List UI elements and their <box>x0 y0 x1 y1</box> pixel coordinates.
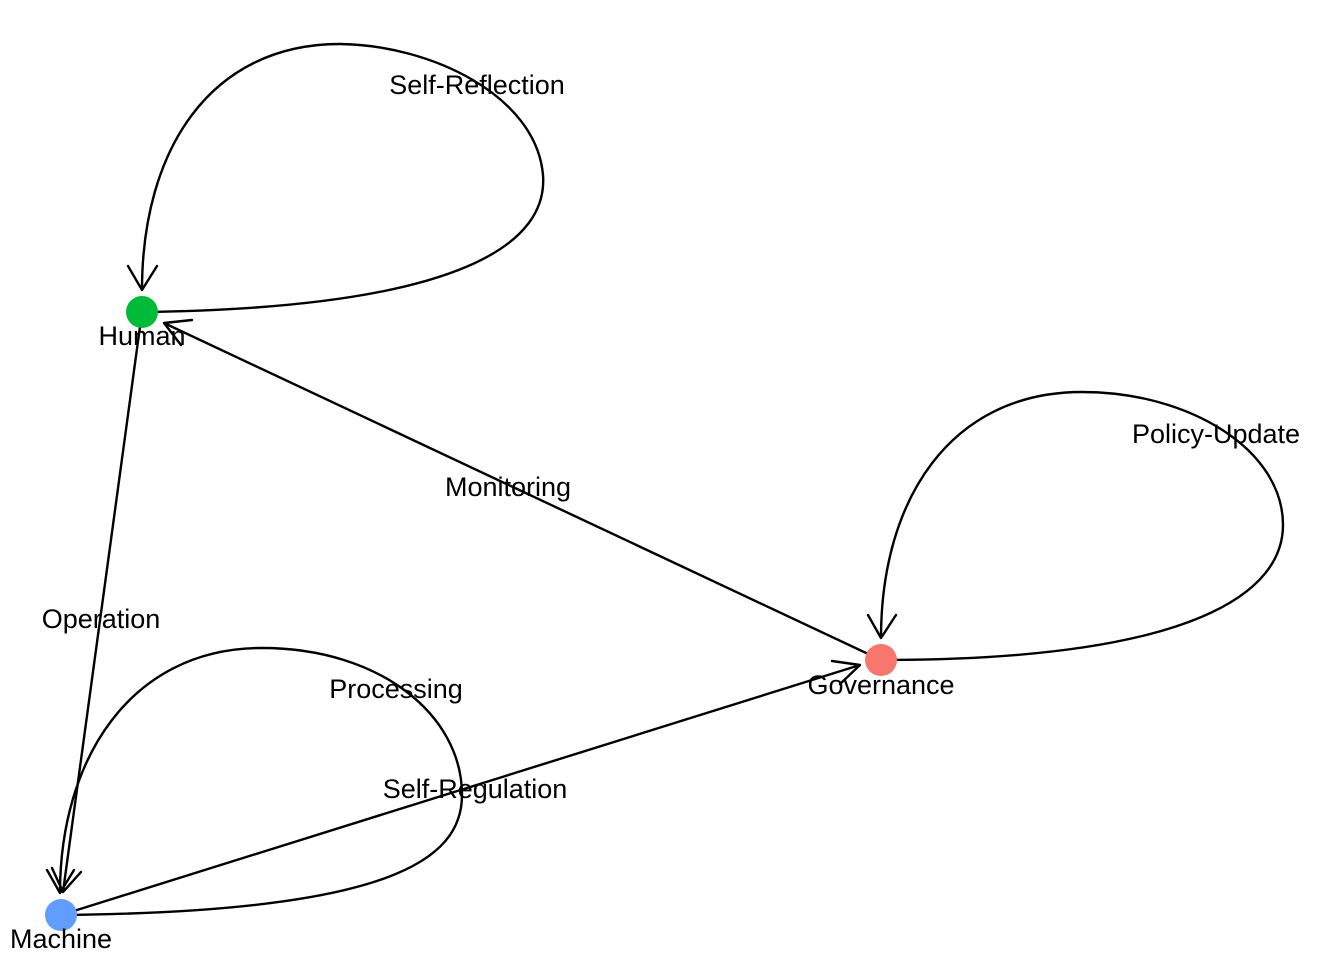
arrowhead-self-regulation <box>830 659 862 686</box>
node-label-governance: Governance <box>807 670 954 700</box>
arrowhead-processing <box>45 868 76 895</box>
edge-monitoring <box>162 318 882 662</box>
edge-processing <box>45 646 464 917</box>
edge-label-operation: Operation <box>42 604 161 634</box>
node-label-machine: Machine <box>10 924 112 954</box>
edge-label-processing: Processing <box>329 674 463 704</box>
arrowhead-self-reflection <box>126 264 159 292</box>
node-machine[interactable] <box>45 899 77 931</box>
arrowhead-monitoring <box>162 318 194 347</box>
node-governance[interactable] <box>865 644 897 676</box>
node-label-human: Human <box>98 321 185 351</box>
edge-label-self-regulation: Self-Regulation <box>383 774 568 804</box>
edge-self-reflection <box>126 42 545 314</box>
arrowhead-policy-update <box>866 613 898 640</box>
edge-label-policy-update: Policy-Update <box>1132 419 1300 449</box>
node-human[interactable] <box>126 296 158 328</box>
edge-label-self-reflection: Self-Reflection <box>389 70 565 100</box>
edge-operation <box>50 311 144 894</box>
edge-policy-update <box>866 390 1285 662</box>
edge-self-regulation <box>60 659 862 917</box>
arrowhead-operation <box>50 866 83 894</box>
edge-label-monitoring: Monitoring <box>445 472 571 502</box>
